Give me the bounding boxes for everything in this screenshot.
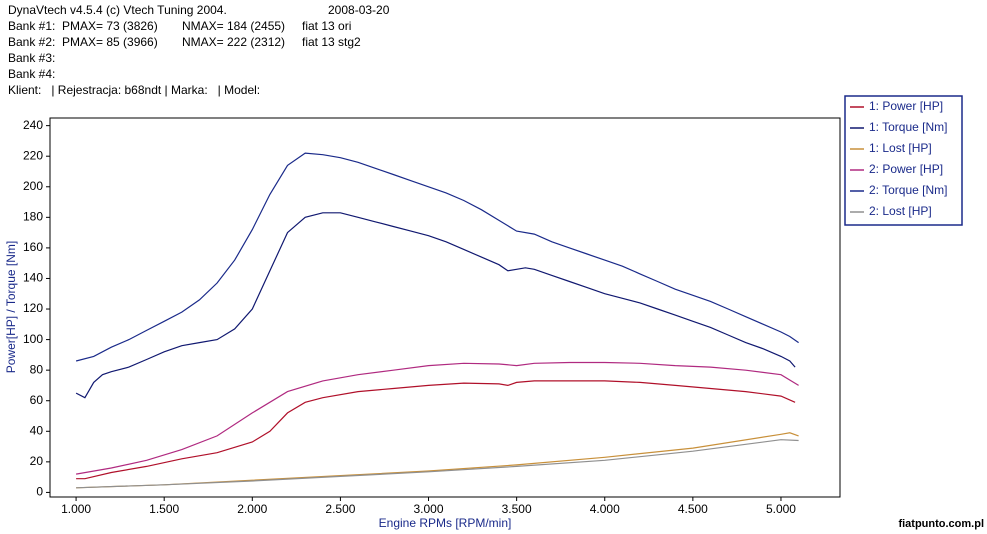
legend-label: 2: Lost [HP] (869, 204, 932, 218)
x-tick-label: 3.000 (414, 502, 444, 516)
series-line (75, 361, 799, 475)
header-text: Bank #1: (8, 19, 55, 33)
y-tick-label: 100 (23, 332, 43, 346)
y-tick-label: 20 (30, 454, 44, 468)
plot-frame (49, 117, 841, 498)
watermark: fiatpunto.com.pl (898, 518, 984, 530)
x-tick-label: 5.000 (766, 502, 796, 516)
series-line (75, 152, 799, 362)
y-tick-label: 60 (30, 393, 44, 407)
series-line (76, 439, 799, 489)
header-text: Klient: | Rejestracja: b68ndt | Marka: |… (8, 83, 260, 97)
x-tick-label: 4.500 (678, 502, 708, 516)
y-axis-label: Power[HP] / Torque [Nm] (4, 241, 18, 374)
legend-label: 2: Power [HP] (869, 162, 943, 176)
y-tick-label: 120 (23, 301, 43, 315)
y-tick-label: 200 (23, 179, 43, 193)
legend-label: 1: Lost [HP] (869, 141, 932, 155)
series-line (76, 380, 796, 480)
header-text: PMAX= 73 (3826) (62, 19, 158, 33)
y-tick-label: 180 (23, 210, 43, 224)
x-axis-label: Engine RPMs [RPM/min] (379, 516, 512, 530)
header-text: fiat 13 ori (302, 19, 351, 33)
x-tick-label: 1.500 (149, 502, 179, 516)
legend-label: 1: Torque [Nm] (869, 120, 947, 134)
header-text: NMAX= 222 (2312) (182, 35, 285, 49)
header-text: DynaVtech v4.5.4 (c) Vtech Tuning 2004. (8, 3, 227, 17)
header-text: fiat 13 stg2 (302, 35, 361, 49)
header-text: Bank #4: (8, 67, 55, 81)
x-tick-label: 3.500 (502, 502, 532, 516)
y-tick-label: 160 (23, 240, 43, 254)
legend-label: 2: Torque [Nm] (869, 183, 947, 197)
x-tick-label: 2.500 (325, 502, 355, 516)
y-tick-label: 40 (30, 423, 44, 437)
y-tick-label: 240 (23, 118, 43, 132)
header-text: 2008-03-20 (328, 3, 390, 17)
header-text: PMAX= 85 (3966) (62, 35, 158, 49)
y-tick-label: 0 (36, 485, 43, 499)
x-tick-label: 4.000 (590, 502, 620, 516)
x-tick-label: 2.000 (237, 502, 267, 516)
series-line (75, 212, 796, 399)
x-tick-label: 1.000 (61, 502, 91, 516)
y-tick-label: 140 (23, 271, 43, 285)
y-tick-label: 80 (30, 362, 44, 376)
header-text: NMAX= 184 (2455) (182, 19, 285, 33)
header-text: Bank #3: (8, 51, 55, 65)
y-tick-label: 220 (23, 148, 43, 162)
legend-label: 1: Power [HP] (869, 99, 943, 113)
legend-box (844, 95, 963, 226)
header-text: Bank #2: (8, 35, 55, 49)
